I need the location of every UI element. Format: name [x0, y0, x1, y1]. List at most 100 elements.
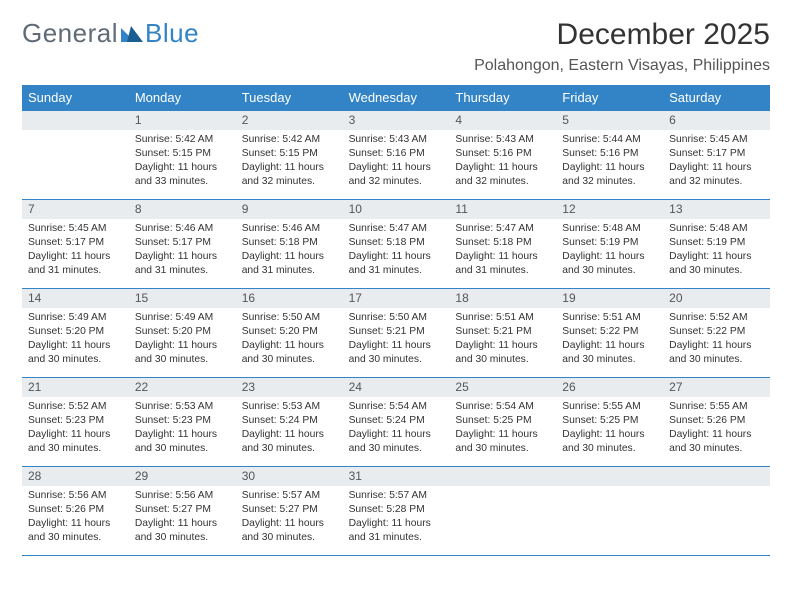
sunset-text: Sunset: 5:23 PM: [135, 414, 231, 428]
sunset-text: Sunset: 5:28 PM: [349, 503, 445, 517]
day-cell: 6Sunrise: 5:45 AMSunset: 5:17 PMDaylight…: [663, 111, 770, 199]
logo-triangle-icon: [121, 18, 143, 49]
calendar-page: General Blue December 2025 Polahongon, E…: [0, 0, 792, 566]
day-number: 10: [343, 200, 450, 219]
day-number: 3: [343, 111, 450, 130]
day-body: [663, 486, 770, 493]
day-body: Sunrise: 5:52 AMSunset: 5:22 PMDaylight:…: [663, 308, 770, 371]
daylight-text: Daylight: 11 hours and 30 minutes.: [349, 428, 445, 456]
day-cell: 18Sunrise: 5:51 AMSunset: 5:21 PMDayligh…: [449, 289, 556, 377]
day-number: [449, 467, 556, 486]
day-cell: 2Sunrise: 5:42 AMSunset: 5:15 PMDaylight…: [236, 111, 343, 199]
sunrise-text: Sunrise: 5:47 AM: [349, 222, 445, 236]
day-number: 24: [343, 378, 450, 397]
day-number: 28: [22, 467, 129, 486]
day-cell: [449, 467, 556, 555]
header: General Blue December 2025 Polahongon, E…: [22, 18, 770, 75]
day-body: Sunrise: 5:48 AMSunset: 5:19 PMDaylight:…: [556, 219, 663, 282]
day-body: Sunrise: 5:50 AMSunset: 5:21 PMDaylight:…: [343, 308, 450, 371]
day-cell: 10Sunrise: 5:47 AMSunset: 5:18 PMDayligh…: [343, 200, 450, 288]
day-cell: 22Sunrise: 5:53 AMSunset: 5:23 PMDayligh…: [129, 378, 236, 466]
week-row: 28Sunrise: 5:56 AMSunset: 5:26 PMDayligh…: [22, 467, 770, 556]
sunrise-text: Sunrise: 5:46 AM: [135, 222, 231, 236]
sunset-text: Sunset: 5:20 PM: [135, 325, 231, 339]
day-number: 15: [129, 289, 236, 308]
daylight-text: Daylight: 11 hours and 30 minutes.: [28, 339, 124, 367]
daylight-text: Daylight: 11 hours and 31 minutes.: [455, 250, 551, 278]
weekday-header: Friday: [556, 85, 663, 111]
location-text: Polahongon, Eastern Visayas, Philippines: [474, 57, 770, 75]
day-cell: 16Sunrise: 5:50 AMSunset: 5:20 PMDayligh…: [236, 289, 343, 377]
sunrise-text: Sunrise: 5:53 AM: [242, 400, 338, 414]
sunrise-text: Sunrise: 5:50 AM: [349, 311, 445, 325]
daylight-text: Daylight: 11 hours and 30 minutes.: [28, 428, 124, 456]
daylight-text: Daylight: 11 hours and 30 minutes.: [242, 339, 338, 367]
day-number: 20: [663, 289, 770, 308]
weekday-header: Wednesday: [343, 85, 450, 111]
daylight-text: Daylight: 11 hours and 30 minutes.: [669, 250, 765, 278]
day-number: 22: [129, 378, 236, 397]
sunset-text: Sunset: 5:17 PM: [135, 236, 231, 250]
day-body: Sunrise: 5:57 AMSunset: 5:28 PMDaylight:…: [343, 486, 450, 549]
day-number: 23: [236, 378, 343, 397]
sunrise-text: Sunrise: 5:52 AM: [28, 400, 124, 414]
daylight-text: Daylight: 11 hours and 32 minutes.: [242, 161, 338, 189]
weeks-container: 1Sunrise: 5:42 AMSunset: 5:15 PMDaylight…: [22, 111, 770, 556]
day-body: Sunrise: 5:51 AMSunset: 5:22 PMDaylight:…: [556, 308, 663, 371]
sunrise-text: Sunrise: 5:51 AM: [455, 311, 551, 325]
day-number: 26: [556, 378, 663, 397]
sunset-text: Sunset: 5:16 PM: [455, 147, 551, 161]
daylight-text: Daylight: 11 hours and 31 minutes.: [242, 250, 338, 278]
sunset-text: Sunset: 5:19 PM: [669, 236, 765, 250]
day-cell: 4Sunrise: 5:43 AMSunset: 5:16 PMDaylight…: [449, 111, 556, 199]
day-body: Sunrise: 5:45 AMSunset: 5:17 PMDaylight:…: [663, 130, 770, 193]
day-cell: 12Sunrise: 5:48 AMSunset: 5:19 PMDayligh…: [556, 200, 663, 288]
sunrise-text: Sunrise: 5:56 AM: [28, 489, 124, 503]
sunset-text: Sunset: 5:23 PM: [28, 414, 124, 428]
day-cell: 8Sunrise: 5:46 AMSunset: 5:17 PMDaylight…: [129, 200, 236, 288]
sunset-text: Sunset: 5:24 PM: [349, 414, 445, 428]
sunset-text: Sunset: 5:27 PM: [135, 503, 231, 517]
sunrise-text: Sunrise: 5:51 AM: [562, 311, 658, 325]
day-number: 6: [663, 111, 770, 130]
sunset-text: Sunset: 5:26 PM: [28, 503, 124, 517]
weekday-header-row: Sunday Monday Tuesday Wednesday Thursday…: [22, 85, 770, 111]
day-cell: 23Sunrise: 5:53 AMSunset: 5:24 PMDayligh…: [236, 378, 343, 466]
day-body: Sunrise: 5:57 AMSunset: 5:27 PMDaylight:…: [236, 486, 343, 549]
daylight-text: Daylight: 11 hours and 31 minutes.: [349, 250, 445, 278]
daylight-text: Daylight: 11 hours and 30 minutes.: [669, 428, 765, 456]
sunrise-text: Sunrise: 5:43 AM: [455, 133, 551, 147]
sunset-text: Sunset: 5:22 PM: [562, 325, 658, 339]
day-cell: 20Sunrise: 5:52 AMSunset: 5:22 PMDayligh…: [663, 289, 770, 377]
day-cell: 24Sunrise: 5:54 AMSunset: 5:24 PMDayligh…: [343, 378, 450, 466]
day-number: 30: [236, 467, 343, 486]
sunset-text: Sunset: 5:15 PM: [135, 147, 231, 161]
day-cell: 9Sunrise: 5:46 AMSunset: 5:18 PMDaylight…: [236, 200, 343, 288]
sunrise-text: Sunrise: 5:56 AM: [135, 489, 231, 503]
day-number: 18: [449, 289, 556, 308]
day-cell: 17Sunrise: 5:50 AMSunset: 5:21 PMDayligh…: [343, 289, 450, 377]
week-row: 7Sunrise: 5:45 AMSunset: 5:17 PMDaylight…: [22, 200, 770, 289]
daylight-text: Daylight: 11 hours and 30 minutes.: [135, 339, 231, 367]
week-row: 14Sunrise: 5:49 AMSunset: 5:20 PMDayligh…: [22, 289, 770, 378]
day-number: 7: [22, 200, 129, 219]
day-body: Sunrise: 5:56 AMSunset: 5:27 PMDaylight:…: [129, 486, 236, 549]
weekday-header: Thursday: [449, 85, 556, 111]
sunrise-text: Sunrise: 5:46 AM: [242, 222, 338, 236]
day-body: Sunrise: 5:55 AMSunset: 5:26 PMDaylight:…: [663, 397, 770, 460]
day-cell: 25Sunrise: 5:54 AMSunset: 5:25 PMDayligh…: [449, 378, 556, 466]
daylight-text: Daylight: 11 hours and 32 minutes.: [669, 161, 765, 189]
daylight-text: Daylight: 11 hours and 30 minutes.: [562, 250, 658, 278]
day-number: 21: [22, 378, 129, 397]
day-cell: 7Sunrise: 5:45 AMSunset: 5:17 PMDaylight…: [22, 200, 129, 288]
month-title: December 2025: [474, 18, 770, 51]
day-body: Sunrise: 5:55 AMSunset: 5:25 PMDaylight:…: [556, 397, 663, 460]
daylight-text: Daylight: 11 hours and 32 minutes.: [562, 161, 658, 189]
sunrise-text: Sunrise: 5:47 AM: [455, 222, 551, 236]
day-body: Sunrise: 5:51 AMSunset: 5:21 PMDaylight:…: [449, 308, 556, 371]
day-body: [556, 486, 663, 493]
day-number: [22, 111, 129, 130]
daylight-text: Daylight: 11 hours and 30 minutes.: [135, 517, 231, 545]
sunset-text: Sunset: 5:16 PM: [562, 147, 658, 161]
sunrise-text: Sunrise: 5:48 AM: [562, 222, 658, 236]
